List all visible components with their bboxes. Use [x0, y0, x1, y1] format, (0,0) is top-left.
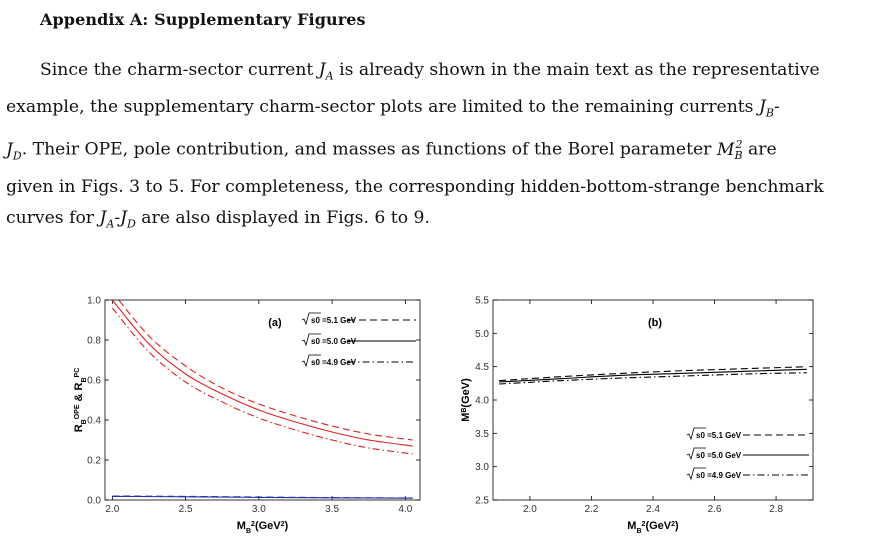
x-tick-label: 4.0: [398, 504, 412, 515]
current-symbol: JA: [99, 208, 115, 231]
series-line-3: [499, 372, 807, 385]
text-run: curves for: [6, 208, 100, 229]
paragraph-line-5: curves for JA-JD are also displayed in F…: [6, 208, 430, 231]
series-line-2: [111, 300, 413, 447]
legend-entry-1: s0 =5.1 GeV: [301, 312, 416, 326]
legend-label: s0 =5.1 GeV: [311, 316, 357, 325]
x-tick-label: 2.0: [105, 504, 119, 515]
legend-label: s0 =5.0 GeV: [311, 337, 357, 346]
current-symbol: JD: [6, 139, 22, 163]
legend-label: s0 =4.9 GeV: [311, 358, 357, 367]
paragraph-line-1: Since the charm-sector current JA is alr…: [6, 55, 882, 92]
y-tick-label: 0.0: [87, 496, 101, 507]
x-axis-label: MB2(GeV2): [627, 520, 679, 535]
y-tick-label: 0.6: [87, 376, 101, 387]
borel-symbol: M2B: [716, 137, 743, 163]
x-tick-label: 2.2: [585, 504, 599, 515]
y-tick-label: 0.4: [87, 416, 101, 427]
text-run: are also displayed in Figs. 6 to 9.: [135, 208, 430, 229]
sqrt-icon: [301, 333, 321, 347]
section-heading: Appendix A: Supplementary Figures: [40, 10, 366, 29]
panel-label: (b): [648, 317, 662, 329]
sqrt-icon: [686, 427, 706, 441]
paragraph-line-3: JD. Their OPE, pole contribution, and ma…: [6, 129, 882, 172]
legend-entry-2: s0 =5.0 GeV: [301, 333, 416, 347]
series-line-1: [499, 366, 807, 382]
paragraph-line-4: given in Figs. 3 to 5. For completeness,…: [6, 176, 824, 197]
x-tick-label: 2.8: [769, 504, 783, 515]
panel-label: (a): [268, 317, 282, 329]
y-tick-label: 5.0: [475, 329, 489, 340]
text-run: are: [742, 139, 777, 160]
text-run: is already shown in the main text as the…: [333, 60, 820, 80]
paragraph-line-2: example, the supplementary charm-sector …: [6, 92, 882, 129]
text-run: example, the supplementary charm-sector …: [6, 96, 759, 117]
current-symbol: JB: [758, 96, 774, 120]
plot-frame: [104, 299, 421, 501]
x-tick-label: 2.0: [523, 504, 537, 515]
y-tick-label: 1.0: [87, 296, 101, 307]
figure-panel-b: 2.0 2.2 2.4 2.6 2.8 2.5 3.0 3.5 4.0 4.5 5.0 5.5 (b) s…: [460, 296, 814, 535]
legend-label: s0 =5.1 GeV: [696, 431, 742, 440]
y-tick-label: 3.5: [475, 429, 489, 440]
x-tick-label: 2.6: [708, 504, 722, 515]
legend-label: s0 =4.9 GeV: [696, 471, 742, 480]
series-line-1: [118, 300, 413, 441]
x-axis-label: MB2(GeV2): [237, 520, 289, 535]
text-run: . Their OPE, pole contribution, and mass…: [21, 139, 717, 160]
y-tick-label: 0.2: [87, 456, 101, 467]
x-tick-label: 3.0: [252, 504, 266, 515]
y-tick-label: 5.5: [475, 296, 489, 307]
current-symbol: JD: [120, 208, 136, 231]
sqrt-icon: [686, 467, 706, 481]
x-tick-label: 3.5: [325, 504, 339, 515]
text-run: -: [773, 96, 780, 117]
legend-label: s0 =5.0 GeV: [696, 451, 742, 460]
current-symbol: JA: [318, 60, 334, 83]
legend-entry-2: s0 =5.0 GeV: [686, 447, 809, 461]
body-paragraph: Since the charm-sector current JA is alr…: [6, 55, 882, 240]
y-tick-label: 2.5: [475, 496, 489, 507]
y-tick-label: 0.8: [87, 336, 101, 347]
legend-entry-3: s0 =4.9 GeV: [301, 354, 416, 368]
y-tick-label: 3.0: [475, 462, 489, 473]
sqrt-icon: [686, 447, 706, 461]
x-tick-label: 2.4: [646, 504, 660, 515]
figure-panel-a: 2.0 2.5 3.0 3.5 4.0 0.0 0.2 0.4 0.6 0.8 1.0 (a) s0 =…: [73, 296, 421, 535]
text-run: Since the charm-sector current: [40, 60, 319, 80]
y-tick-label: 4.5: [475, 362, 489, 373]
sqrt-icon: [301, 312, 321, 326]
series-line-3: [111, 307, 413, 455]
y-axis-label: MB(GeV): [460, 378, 472, 422]
series-line-5: [112, 495, 413, 499]
series-line-2: [499, 368, 807, 383]
sqrt-icon: [301, 354, 321, 368]
y-tick-label: 4.0: [475, 396, 489, 407]
legend-entry-3: s0 =4.9 GeV: [686, 467, 809, 481]
x-tick-label: 2.5: [179, 504, 193, 515]
y-axis-label: RBOPE & RBPC: [73, 368, 88, 433]
plot-frame: [492, 299, 814, 501]
legend-entry-1: s0 =5.1 GeV: [686, 427, 809, 441]
